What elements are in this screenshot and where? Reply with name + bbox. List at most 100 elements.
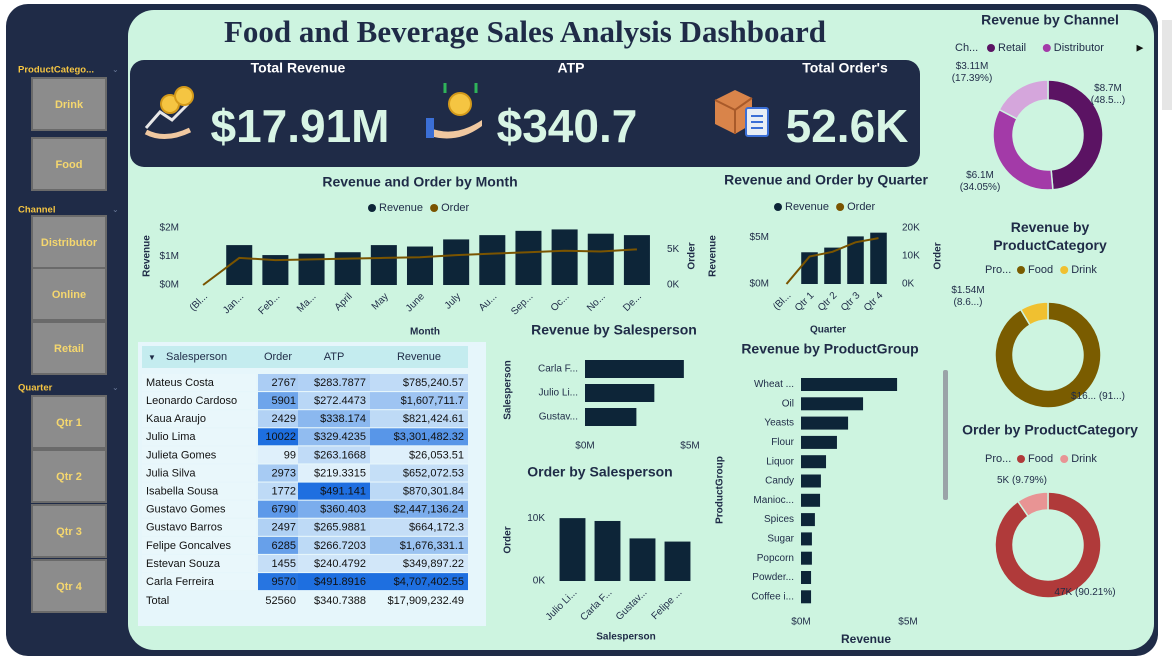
kpi-label: Total Revenue [251, 60, 346, 76]
donut-slice [1016, 491, 1049, 518]
table-cell-bg [142, 518, 256, 536]
slicer-title: Channel [18, 205, 55, 216]
table-cell: Gustavo Gomes [146, 504, 226, 516]
slicer-button[interactable] [31, 77, 107, 131]
chart-title: Order by ProductCategory [962, 422, 1138, 438]
table-cell: 1772 [272, 486, 296, 498]
slicer-button-label[interactable]: Qtr 2 [56, 471, 82, 483]
table-column-header: Salesperson [166, 351, 227, 363]
y-tick-label: $2M [160, 223, 179, 234]
bar [443, 239, 470, 285]
legend-title: Pro... [985, 453, 1011, 465]
slicer-button-label[interactable]: Qtr 1 [56, 417, 82, 429]
slicer-button[interactable] [31, 321, 107, 375]
slicer-button-label[interactable]: Distributor [41, 237, 98, 249]
slicer-button[interactable] [31, 504, 107, 558]
table-cell-bg [142, 573, 256, 591]
table-cell-bg [298, 482, 370, 500]
slicer-button[interactable] [31, 137, 107, 191]
table-cell: Carla Ferreira [146, 576, 215, 588]
table-cell-bg [370, 518, 468, 536]
bar [585, 384, 655, 402]
table-cell: $870,301.84 [403, 486, 464, 498]
slicer-button[interactable] [31, 395, 107, 449]
table-cell-bg [258, 573, 298, 591]
donut-slice [1047, 79, 1104, 191]
slicer-button-label[interactable]: Drink [55, 99, 84, 111]
legend-label: Revenue [785, 201, 829, 213]
chart-title-box: Revenue by ProductCategory [993, 219, 1107, 253]
data-label-box: 5K (9.79%) [997, 475, 1047, 486]
table-cell-bg [298, 500, 370, 518]
table-cell: $2,447,136.24 [394, 504, 464, 516]
axis-label: Quarter [810, 325, 846, 336]
slicer-button[interactable] [31, 215, 107, 269]
kpi-value: $17.91M [210, 100, 389, 152]
table-cell-bg [258, 410, 298, 428]
table-cell-bg [142, 555, 256, 572]
table-cell-bg [142, 374, 256, 391]
chart-title: Revenue by ProductGroup [741, 341, 918, 357]
axis-label: Revenue [708, 235, 719, 277]
slicer-button-label[interactable]: Qtr 4 [56, 581, 83, 593]
table-cell: $821,424.61 [403, 413, 464, 425]
bar [585, 408, 637, 426]
table-cell: Julia Silva [146, 467, 196, 479]
slicer-button[interactable] [31, 559, 107, 613]
axis-label: Revenue [841, 632, 891, 646]
table-cell-bg [370, 555, 468, 572]
bar [664, 541, 691, 581]
slicer-button-label[interactable]: Online [52, 289, 86, 301]
legend-marker [1017, 266, 1025, 274]
legend-marker [774, 203, 782, 211]
slicer-button-label[interactable]: Qtr 3 [56, 526, 82, 538]
table-total: $340.7388 [314, 595, 366, 607]
kpi-label: ATP [558, 60, 585, 76]
table-cell: 2497 [272, 522, 296, 534]
orders-icon [714, 90, 769, 137]
data-label-box: $6.1M (34.05%) [960, 170, 1001, 193]
bar [801, 513, 815, 527]
legend-arrow[interactable]: ▶ [1137, 42, 1144, 52]
data-label-box: $3.11M (17.39%) [952, 61, 993, 84]
legend-marker [1042, 44, 1051, 52]
y-tick-label: Julio Li... [539, 388, 578, 399]
slicer-button-label[interactable]: Food [56, 159, 83, 171]
bar [585, 360, 684, 378]
legend-label: Food [1028, 264, 1053, 276]
chart-title: Revenue by ProductCategory [993, 219, 1107, 253]
atp-icon [426, 83, 482, 139]
table-column-header: Order [264, 351, 292, 363]
y-tick-label: Manioc... [753, 495, 794, 506]
revenue-icon [144, 86, 194, 139]
slicer-chevron: ⌄ [112, 383, 119, 392]
donut-slice [994, 491, 1102, 599]
table-cell: $360.403 [320, 504, 366, 516]
table-cell: 99 [284, 449, 296, 461]
legend-label: Drink [1071, 453, 1097, 465]
axis-label: ProductGroup [715, 456, 726, 524]
chart-title: Revenue by Channel [981, 12, 1119, 28]
slicer-button-label[interactable]: Retail [54, 343, 84, 355]
bar [801, 532, 812, 546]
donut-slice [1019, 301, 1049, 327]
table-cell: $491.8916 [314, 576, 366, 588]
table-cell-bg [370, 573, 468, 591]
y-tick-label: Coffee i... [751, 591, 794, 602]
bar [801, 416, 849, 430]
table-total: $17,909,232.49 [388, 595, 464, 607]
table-cell: $1,676,331.1 [400, 540, 464, 552]
table-cell-bg [258, 536, 298, 554]
table-cell-bg [370, 446, 468, 464]
kpi-value: $340.7 [497, 100, 638, 152]
bar [594, 520, 621, 581]
legend-marker [1017, 455, 1025, 463]
slicer-button[interactable] [31, 449, 107, 503]
slicer-button[interactable] [31, 267, 107, 321]
table-cell: $349,897.22 [403, 558, 464, 570]
table-cell-bg [298, 374, 370, 391]
bar [801, 378, 898, 391]
table-cell-bg [370, 410, 468, 428]
table-cell: Gustavo Barros [146, 522, 223, 534]
